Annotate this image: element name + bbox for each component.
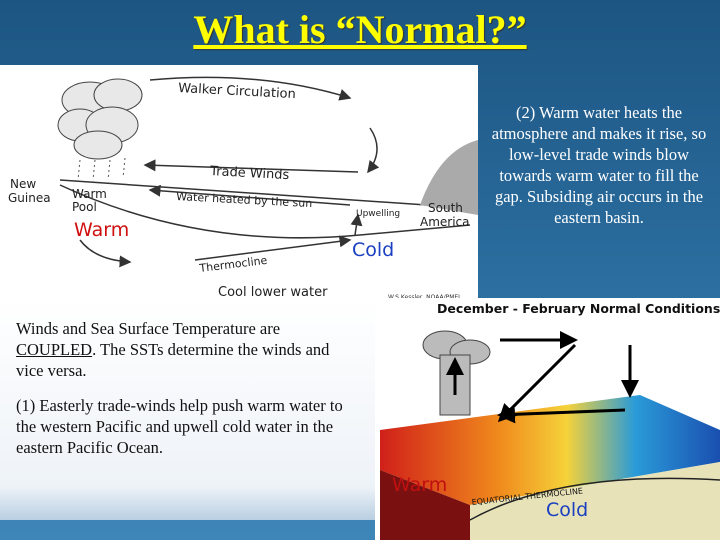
warm-label: Warm (392, 474, 447, 496)
walker-diagram: Walker Circulation Trade Winds New Guine… (0, 65, 478, 301)
cold-label: Cold (352, 239, 394, 261)
label: South (428, 201, 463, 215)
label: New (10, 177, 36, 191)
diagram-title: December - February Normal Conditions (437, 301, 720, 316)
coupled-text: Winds and Sea Surface Temperature are CO… (16, 318, 356, 381)
notes: Winds and Sea Surface Temperature are CO… (16, 318, 356, 472)
label: Pool (72, 200, 97, 214)
explanation: (2) Warm water heats the atmosphere and … (491, 103, 707, 227)
emphasis: COUPLED (16, 340, 93, 359)
label: Upwelling (356, 209, 400, 219)
warm-label: Warm (74, 219, 129, 241)
normal-conditions-diagram: December - February Normal Conditions EQ… (375, 298, 720, 540)
label: Guinea (8, 191, 51, 205)
label: Warm (72, 187, 107, 201)
label: America (420, 215, 470, 229)
text: Winds and Sea Surface Temperature are (16, 319, 281, 338)
text-panel (0, 298, 378, 520)
credit: W.S.Kessler, NOAA/PMEL (388, 294, 462, 301)
label: Trade Winds (209, 164, 290, 183)
slide-title: What is “Normal?” (193, 7, 527, 52)
label: Cool lower water (218, 285, 328, 300)
text: . The SSTs determine the winds and vice … (16, 340, 330, 380)
point-1: (1) Easterly trade-winds help push warm … (16, 396, 343, 457)
label: Walker Circulation (178, 81, 296, 102)
cold-label: Cold (546, 499, 588, 521)
